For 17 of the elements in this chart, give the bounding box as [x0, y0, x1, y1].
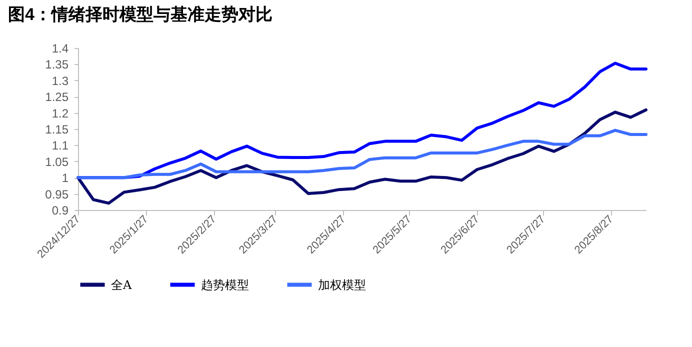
- y-tick-label: 1.15: [45, 122, 69, 136]
- y-tick-label: 1.05: [45, 154, 69, 169]
- legend-label: 全A: [111, 278, 132, 292]
- y-tick-label: 1.1: [52, 138, 69, 153]
- line-series: [76, 128, 648, 180]
- legend-label: 加权模型: [318, 278, 366, 292]
- y-tick-label: 0.9: [52, 204, 69, 218]
- y-tick-label: 1.25: [45, 90, 69, 104]
- legend-label: 趋势模型: [201, 278, 249, 292]
- y-tick-label: 1.35: [45, 58, 69, 72]
- y-tick-label: 1.4: [52, 42, 69, 56]
- chart-title: 图4：情绪择时模型与基准走势对比: [8, 5, 272, 24]
- line-series: [76, 108, 648, 205]
- y-tick-label: 1.3: [52, 74, 69, 88]
- y-tick-label: 1: [62, 171, 69, 186]
- y-tick-label: 1.2: [52, 106, 69, 120]
- y-tick-label: 0.95: [45, 187, 69, 202]
